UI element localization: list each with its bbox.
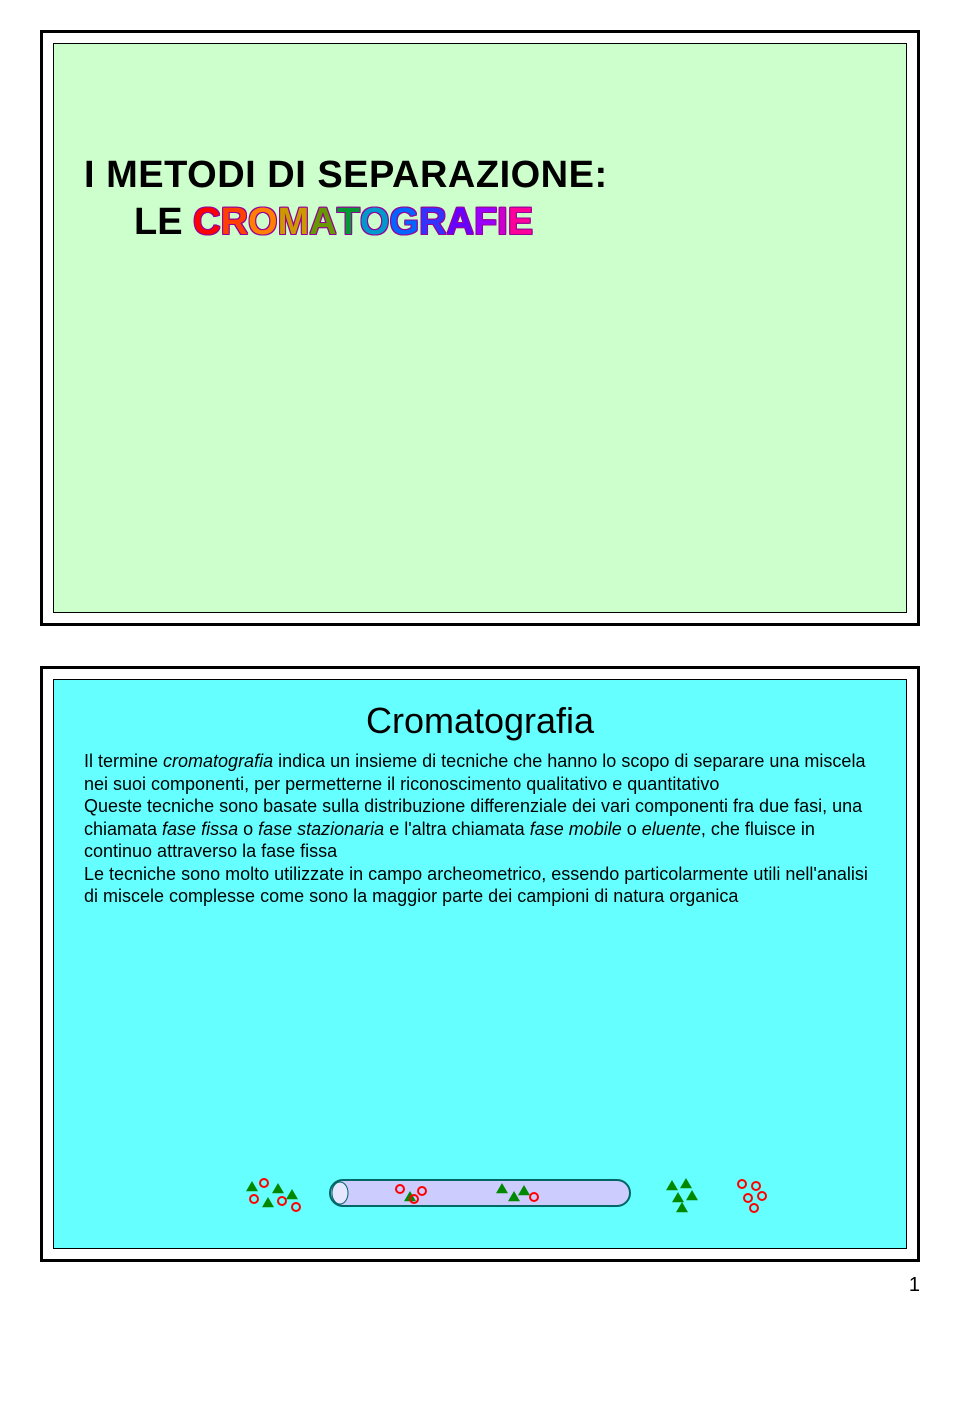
diagram-svg: [130, 1158, 830, 1228]
slide-2-content: Cromatografia Il termine cromatografia i…: [53, 679, 907, 1249]
slide2-body: Il termine cromatografia indica un insie…: [84, 750, 876, 908]
paragraph-3: Le tecniche sono molto utilizzate in cam…: [84, 863, 876, 908]
title-le: LE: [134, 201, 193, 243]
slide2-title: Cromatografia: [84, 700, 876, 742]
slide-1: I METODI DI SEPARAZIONE: LE CROMATOGRAFI…: [40, 30, 920, 626]
p1-a: Il termine: [84, 751, 163, 771]
p1-i1: cromatografia: [163, 751, 273, 771]
slide-1-content: I METODI DI SEPARAZIONE: LE CROMATOGRAFI…: [53, 43, 907, 613]
title-line-2: LE CROMATOGRAFIE: [84, 201, 876, 244]
paragraph-1: Il termine cromatografia indica un insie…: [84, 750, 876, 795]
page-number: 1: [909, 1274, 920, 1297]
title-line-1: I METODI DI SEPARAZIONE:: [84, 154, 876, 197]
paragraph-2: Queste tecniche sono basate sulla distri…: [84, 795, 876, 863]
slide-2: Cromatografia Il termine cromatografia i…: [40, 666, 920, 1262]
chromatography-diagram: [54, 1158, 906, 1228]
p2-i3: fase mobile: [530, 819, 622, 839]
p2-d: o: [622, 819, 642, 839]
p2-i2: fase stazionaria: [258, 819, 384, 839]
p2-c: e l'altra chiamata: [384, 819, 530, 839]
p2-i4: eluente: [642, 819, 701, 839]
title-rainbow-word: CROMATOGRAFIE: [193, 201, 533, 243]
p2-b: o: [238, 819, 258, 839]
p2-i1: fase fissa: [162, 819, 238, 839]
